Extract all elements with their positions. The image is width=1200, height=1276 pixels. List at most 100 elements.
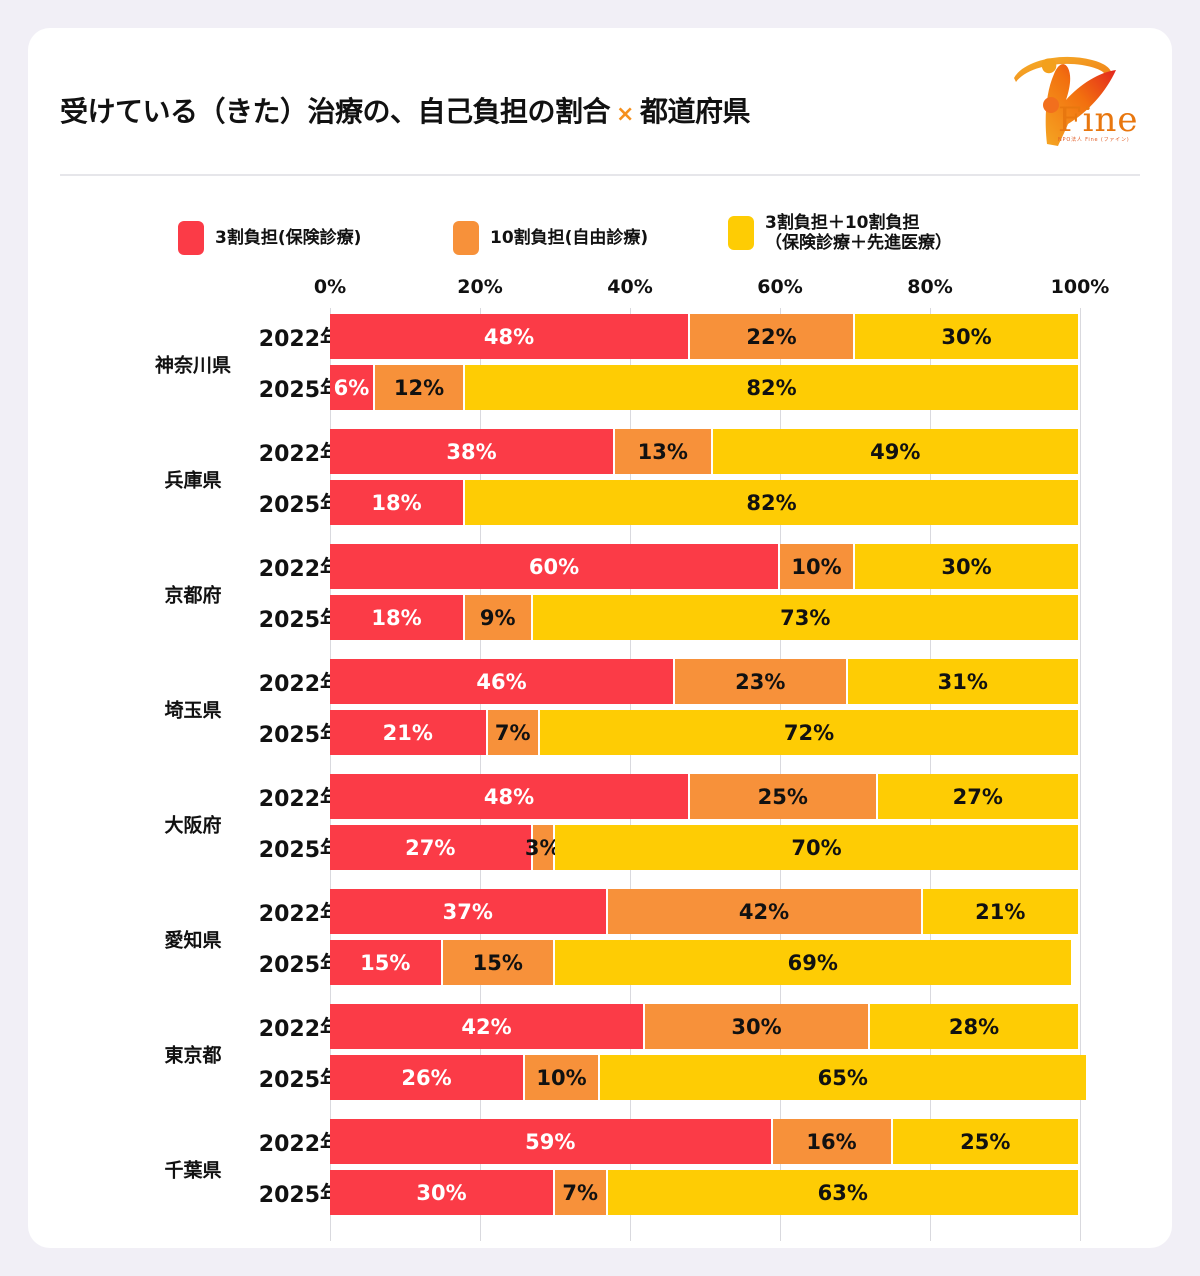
bar-segment-label: 21%: [382, 720, 433, 745]
bar-segment[interactable]: 30%: [645, 1004, 868, 1049]
chart-card: 受けている（きた）治療の、自己負担の割合 × 都道府県: [28, 28, 1172, 1248]
bar-group: 大阪府 2022年 48% 25% 27% 2025年 27% 3% 70%: [28, 768, 1172, 880]
bar-segment[interactable]: 9%: [465, 595, 531, 640]
bar-row[interactable]: 2025年 27% 3% 70%: [28, 825, 1172, 870]
bar-segment[interactable]: 10%: [780, 544, 853, 589]
bar-row[interactable]: 2022年 48% 25% 27%: [28, 774, 1172, 819]
bar-segment[interactable]: 18%: [330, 595, 463, 640]
year-label: 2022年: [258, 671, 342, 697]
bar-segment[interactable]: 42%: [607, 889, 921, 934]
bar-segment[interactable]: 28%: [870, 1004, 1078, 1049]
bar-row[interactable]: 2022年 60% 10% 30%: [28, 544, 1172, 589]
bar-segment[interactable]: 65%: [600, 1055, 1086, 1100]
bar-group: 京都府 2022年 60% 10% 30% 2025年 18% 9% 73%: [28, 538, 1172, 650]
bar-segment[interactable]: 7%: [555, 1170, 606, 1215]
bar-row[interactable]: 2022年 38% 13% 49%: [28, 429, 1172, 474]
bar-row[interactable]: 2022年 46% 23% 31%: [28, 659, 1172, 704]
bar-segment[interactable]: 15%: [442, 940, 553, 985]
bar-segment[interactable]: 21%: [922, 889, 1078, 934]
bar-segment[interactable]: 25%: [892, 1119, 1078, 1164]
year-label: 2022年: [258, 1016, 342, 1042]
bar-row[interactable]: 2025年 15% 15% 69%: [28, 940, 1172, 985]
bar-segment[interactable]: 25%: [690, 774, 876, 819]
bar-segment[interactable]: 38%: [330, 429, 613, 474]
bar-segment[interactable]: 23%: [675, 659, 846, 704]
bar-segment-label: 82%: [746, 490, 797, 515]
bar-segment[interactable]: 18%: [330, 480, 463, 525]
bar-segment[interactable]: 63%: [607, 1170, 1078, 1215]
fine-logo-mark: [1014, 56, 1116, 146]
bar-segment[interactable]: 59%: [330, 1119, 771, 1164]
stacked-bar: 48% 22% 30%: [330, 314, 1080, 359]
bar-segment[interactable]: 82%: [465, 365, 1078, 410]
bar-segment[interactable]: 70%: [555, 825, 1078, 870]
bar-segment[interactable]: 73%: [532, 595, 1078, 640]
bar-segment[interactable]: 37%: [330, 889, 606, 934]
bar-segment[interactable]: 15%: [330, 940, 441, 985]
bar-row[interactable]: 2022年 37% 42% 21%: [28, 889, 1172, 934]
bar-segment[interactable]: 27%: [877, 774, 1078, 819]
bar-segment-label: 7%: [494, 720, 531, 745]
bar-segment[interactable]: 27%: [330, 825, 531, 870]
stacked-bar: 46% 23% 31%: [330, 659, 1080, 704]
bar-segment[interactable]: 22%: [690, 314, 853, 359]
bar-segment[interactable]: 26%: [330, 1055, 523, 1100]
x-axis-ticks: 0% 20% 40% 60% 80% 100%: [314, 276, 1110, 304]
prefecture-label: 埼玉県: [164, 699, 222, 722]
bar-segment-label: 82%: [746, 375, 797, 400]
bar-segment-label: 69%: [787, 950, 838, 975]
bar-segment-label: 48%: [483, 784, 535, 809]
x-axis-tick-label: 80%: [907, 276, 953, 298]
bar-segment[interactable]: 21%: [330, 710, 486, 755]
stacked-bar: 26% 10% 65%: [330, 1055, 1086, 1100]
bar-row[interactable]: 2025年 21% 7% 72%: [28, 710, 1172, 755]
bar-segment-label: 46%: [476, 669, 527, 694]
bar-segment[interactable]: 42%: [330, 1004, 643, 1049]
year-label: 2022年: [258, 326, 342, 352]
bar-segment[interactable]: 12%: [375, 365, 463, 410]
bar-segment[interactable]: 82%: [465, 480, 1078, 525]
stacked-bar: 30% 7% 63%: [330, 1170, 1080, 1215]
bar-row[interactable]: 2025年 30% 7% 63%: [28, 1170, 1172, 1215]
stacked-bar: 42% 30% 28%: [330, 1004, 1080, 1049]
bar-group: 愛知県 2022年 37% 42% 21% 2025年 15% 15% 69%: [28, 883, 1172, 995]
prefecture-label: 神奈川県: [154, 354, 231, 377]
bar-row[interactable]: 2022年 59% 16% 25%: [28, 1119, 1172, 1164]
bar-row[interactable]: 2025年 26% 10% 65%: [28, 1055, 1172, 1100]
bar-segment[interactable]: 10%: [525, 1055, 598, 1100]
bar-segment[interactable]: 60%: [330, 544, 778, 589]
bar-segment[interactable]: 30%: [330, 1170, 553, 1215]
year-label: 2022年: [258, 1131, 342, 1157]
bar-row[interactable]: 2022年 42% 30% 28%: [28, 1004, 1172, 1049]
bar-segment[interactable]: 46%: [330, 659, 673, 704]
bar-row[interactable]: 2025年 18% 82%: [28, 480, 1172, 525]
bar-segment[interactable]: 72%: [540, 710, 1078, 755]
bar-segment[interactable]: 30%: [855, 314, 1078, 359]
bar-segment[interactable]: 48%: [330, 314, 688, 359]
bar-segment-label: 70%: [791, 835, 842, 860]
bar-segment[interactable]: 13%: [615, 429, 711, 474]
bar-segment-label: 30%: [941, 554, 992, 579]
bar-segment-label: 72%: [783, 720, 835, 745]
bar-segment-label: 48%: [483, 324, 535, 349]
bar-segment[interactable]: 31%: [847, 659, 1078, 704]
bar-row[interactable]: 2025年 18% 9% 73%: [28, 595, 1172, 640]
year-label: 2022年: [258, 556, 342, 582]
bar-segment[interactable]: 6%: [330, 365, 373, 410]
bar-segment-label: 27%: [952, 784, 1003, 809]
bar-segment-label: 10%: [791, 554, 842, 579]
header-divider: [60, 174, 1140, 176]
bar-row[interactable]: 2025年 6% 12% 82%: [28, 365, 1172, 410]
bar-segment[interactable]: 69%: [555, 940, 1071, 985]
bar-segment[interactable]: 3%: [525, 825, 561, 870]
prefecture-label: 京都府: [164, 584, 222, 607]
bar-segment-label: 18%: [371, 605, 422, 630]
bar-row[interactable]: 2022年 48% 22% 30%: [28, 314, 1172, 359]
bar-segment[interactable]: 7%: [487, 710, 538, 755]
bar-segment[interactable]: 16%: [772, 1119, 891, 1164]
bar-segment[interactable]: 30%: [855, 544, 1078, 589]
bar-segment-label: 21%: [975, 899, 1026, 924]
bar-segment[interactable]: 48%: [330, 774, 688, 819]
bar-segment-label: 73%: [780, 605, 831, 630]
bar-segment[interactable]: 49%: [712, 429, 1078, 474]
